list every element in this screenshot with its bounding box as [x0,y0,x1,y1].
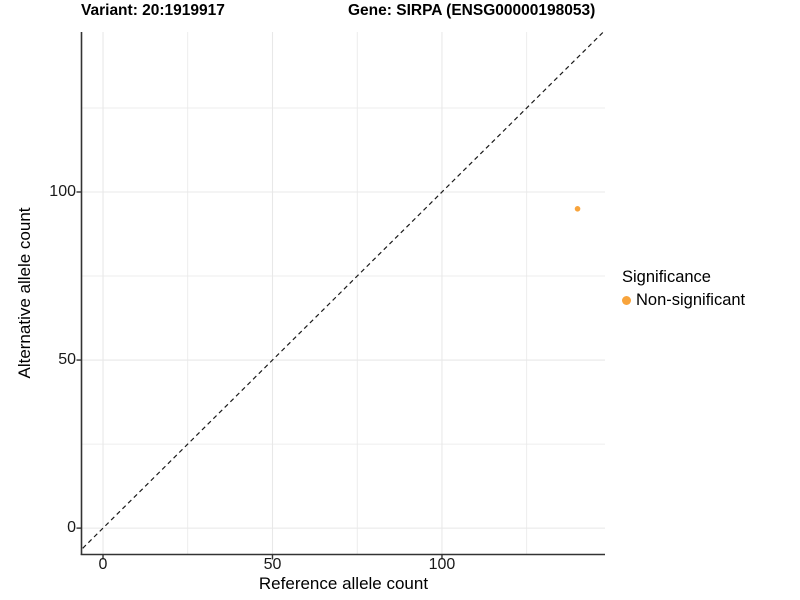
legend-item-label: Non-significant [636,291,746,309]
y-tick-label: 50 [58,351,76,369]
data-point [574,206,581,212]
legend: Significance Non-significant [622,267,745,310]
x-tick-label: 50 [263,556,282,573]
gene-title: Gene: SIRPA (ENSG00000198053) [348,2,596,19]
x-axis-title: Reference allele count [258,574,429,593]
y-tick-label: 100 [49,182,76,200]
identity-line [82,32,605,550]
legend-item-non-significant: Non-significant [622,291,745,310]
legend-title: Significance [622,268,711,286]
x-tick-label: 0 [98,556,108,573]
variant-title: Variant: 20:1919917 [81,2,225,19]
y-tick-label: 0 [67,519,76,537]
legend-dot-icon [622,296,631,305]
x-tick-label: 100 [428,556,456,573]
